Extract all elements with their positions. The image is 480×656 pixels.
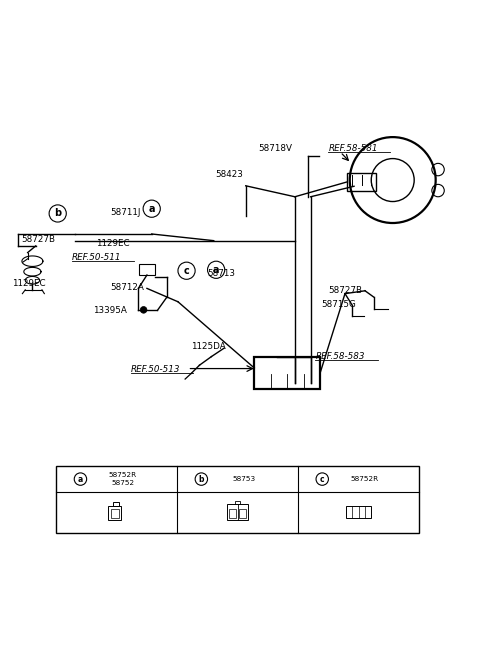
Text: REF.58-583: REF.58-583 <box>315 352 365 361</box>
Bar <box>229 509 236 518</box>
Text: c: c <box>184 266 190 276</box>
Bar <box>227 504 248 520</box>
Text: REF.50-513: REF.50-513 <box>131 365 180 375</box>
Text: b: b <box>199 474 204 483</box>
Text: 58727B: 58727B <box>22 236 55 244</box>
Bar <box>346 506 371 518</box>
Text: 58423: 58423 <box>215 170 243 179</box>
Bar <box>254 357 320 389</box>
Text: 58718V: 58718V <box>258 144 292 153</box>
Text: 58715G: 58715G <box>321 300 356 308</box>
Text: 58752R: 58752R <box>350 476 379 482</box>
Text: 58727B: 58727B <box>328 286 362 295</box>
Text: 58713: 58713 <box>207 269 236 278</box>
Text: 58753: 58753 <box>232 476 255 482</box>
Text: 1125DA: 1125DA <box>192 342 226 351</box>
Bar <box>56 466 419 533</box>
Bar <box>347 173 376 191</box>
Text: a: a <box>213 265 219 275</box>
Bar <box>235 501 240 504</box>
Bar <box>240 509 246 518</box>
Text: c: c <box>320 474 324 483</box>
Bar <box>111 509 119 518</box>
Text: REF.58-581: REF.58-581 <box>328 144 378 153</box>
Text: a: a <box>148 204 155 214</box>
Text: 58711J: 58711J <box>110 208 141 217</box>
Text: 13395A: 13395A <box>93 306 127 316</box>
Bar <box>139 264 155 275</box>
Text: 58712A: 58712A <box>110 283 144 293</box>
Text: 58752R
58752: 58752R 58752 <box>108 472 137 486</box>
Text: 1129EC: 1129EC <box>12 279 46 287</box>
Bar <box>113 502 119 506</box>
Text: a: a <box>78 474 83 483</box>
Text: 1129EC: 1129EC <box>96 239 130 248</box>
Text: b: b <box>54 209 61 218</box>
Circle shape <box>140 306 147 313</box>
Text: REF.50-511: REF.50-511 <box>72 253 121 262</box>
Bar <box>108 506 121 520</box>
